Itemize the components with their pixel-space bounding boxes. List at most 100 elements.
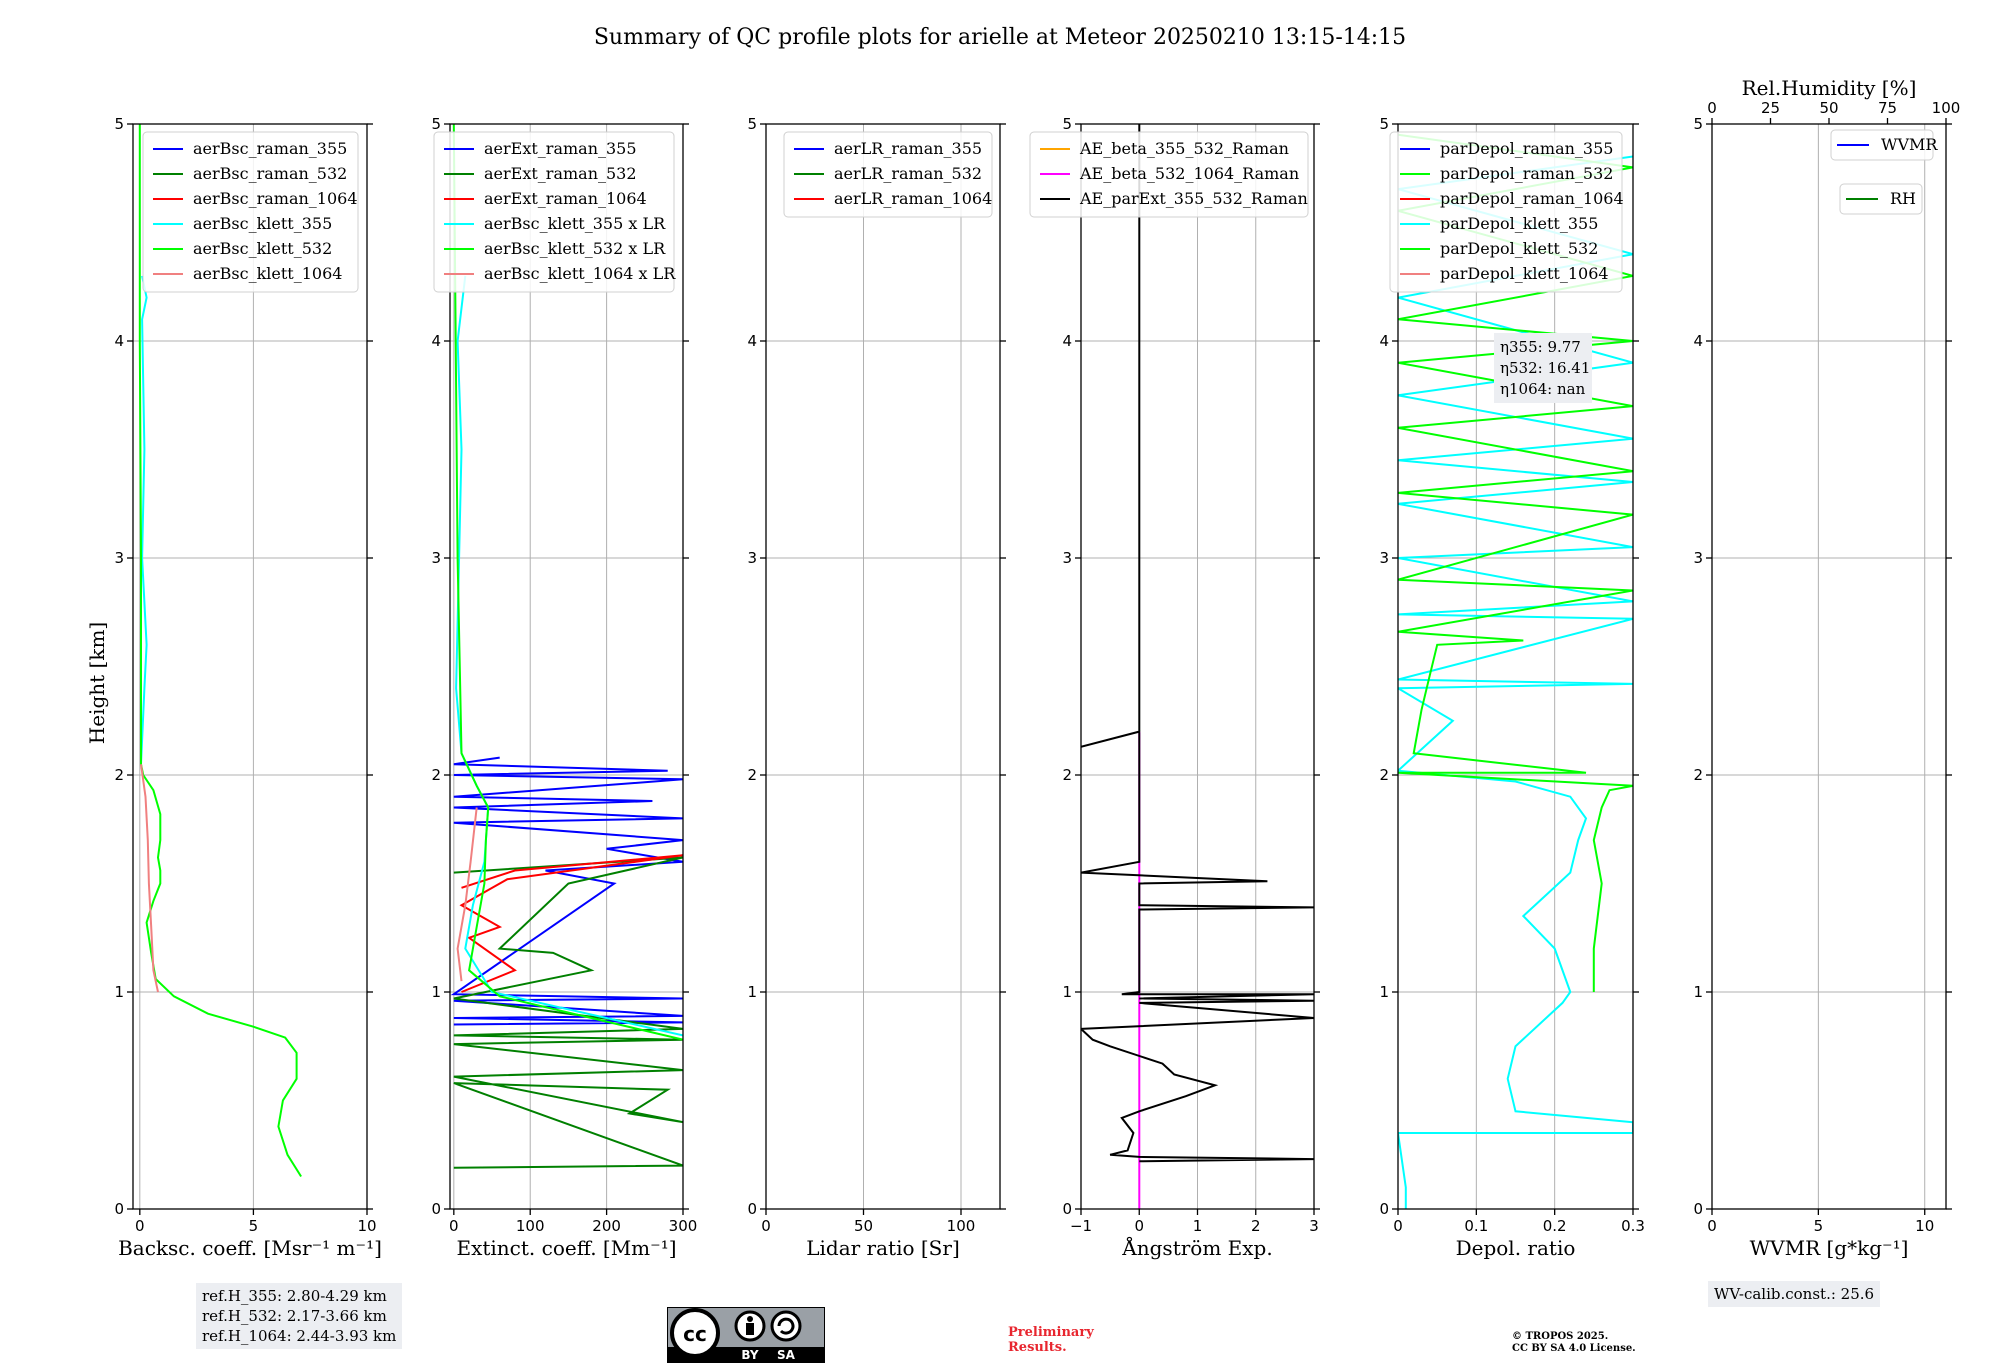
- plot-frame: [765, 123, 1001, 1210]
- wv-calibration-box: WV-calib.const.: 25.6: [1708, 1281, 1881, 1307]
- legend: parDepol_raman_355 parDepol_raman_532 parD…: [1389, 131, 1624, 293]
- x-axis-label: Backsc. coeff. [Msr⁻¹ m⁻¹]: [118, 1236, 382, 1260]
- x-axis-label: Ångström Exp.: [1121, 1235, 1272, 1260]
- y-tick-label: 2: [1693, 766, 1703, 784]
- y-tick-label: 4: [1062, 332, 1072, 350]
- series-line: [452, 124, 683, 1041]
- reference-height-box: ref.H_355: 2.80-4.29 km ref.H_532: 2.17-…: [196, 1283, 403, 1349]
- annotation-box: [1494, 333, 1592, 403]
- legend-label: parDepol_klett_1064: [1440, 264, 1609, 283]
- series-line: [459, 854, 683, 993]
- x-tick-label: 0: [761, 1217, 771, 1235]
- x-tick-label: 2: [1251, 1217, 1261, 1235]
- y-tick-label: 1: [1379, 983, 1389, 1001]
- y-tick-label: 3: [1693, 549, 1703, 567]
- top-x-tick-label: 0: [1707, 99, 1717, 117]
- legend-label: aerBsc_klett_1064: [193, 264, 342, 283]
- legend-label: WVMR: [1881, 135, 1938, 154]
- x-tick-label: 1: [1193, 1217, 1203, 1235]
- ref-height-532: ref.H_532: 2.17-3.66 km: [202, 1307, 387, 1325]
- y-tick-label: 2: [747, 766, 757, 784]
- top-axis-label: Rel.Humidity [%]: [1742, 76, 1917, 100]
- annotation-line: η355: 9.77: [1500, 338, 1581, 356]
- y-tick-label: 4: [747, 332, 757, 350]
- y-tick-label: 0: [1693, 1200, 1703, 1218]
- legend: aerExt_raman_355 aerExt_raman_532 aerExt_r…: [433, 131, 676, 293]
- x-tick-label: 0: [1393, 1217, 1403, 1235]
- x-axis-label: WVMR [g*kg⁻¹]: [1750, 1236, 1909, 1260]
- top-x-tick-label: 100: [1932, 99, 1961, 117]
- y-tick-label: 3: [431, 549, 441, 567]
- legend-label: aerBsc_raman_1064: [193, 189, 358, 208]
- x-tick-label: −1: [1070, 1217, 1092, 1235]
- y-tick-label: 2: [1379, 766, 1389, 784]
- legend-label: AE_parExt_355_532_Raman: [1079, 189, 1308, 208]
- legend-label: aerBsc_raman_532: [193, 164, 347, 183]
- preliminary-note: Preliminary Results.: [1008, 1325, 1094, 1355]
- legend-box: [1830, 129, 1934, 161]
- legend-box: [1389, 131, 1623, 293]
- legend-label: parDepol_klett_532: [1440, 239, 1598, 258]
- x-tick-label: 0.3: [1621, 1217, 1645, 1235]
- y-tick-label: 1: [114, 983, 124, 1001]
- legend-label: aerBsc_klett_355 x LR: [484, 214, 666, 233]
- eta-annotation: η355: 9.77 η532: 16.41 η1064: nan: [1494, 333, 1592, 403]
- y-tick-label: 3: [114, 549, 124, 567]
- legend: RH: [1839, 183, 1923, 215]
- y-axis-label: Height [km]: [85, 622, 109, 744]
- y-tick-label: 4: [1693, 332, 1703, 350]
- x-tick-label: 0: [449, 1217, 459, 1235]
- series-line: [140, 764, 159, 993]
- series-line: [140, 275, 148, 765]
- x-tick-label: 0: [1707, 1217, 1717, 1235]
- cc-sa-label: SA: [777, 1348, 796, 1362]
- legend-label: aerExt_raman_355: [484, 139, 637, 158]
- legend-label: AE_beta_355_532_Raman: [1079, 139, 1289, 158]
- legend-label: aerExt_raman_1064: [484, 189, 647, 208]
- legend-label: aerBsc_klett_532: [193, 239, 332, 258]
- y-tick-label: 1: [431, 983, 441, 1001]
- legend-box: [783, 131, 993, 218]
- legend: aerLR_raman_355 aerLR_raman_532 aerLR_rama…: [783, 131, 993, 218]
- wv-calibration-constant: WV-calib.const.: 25.6: [1714, 1285, 1875, 1303]
- x-axis-label: Depol. ratio: [1456, 1236, 1576, 1260]
- legend-label: parDepol_raman_355: [1440, 139, 1613, 158]
- legend-label: aerLR_raman_1064: [834, 189, 992, 208]
- legend-box: [142, 131, 359, 293]
- sa-share-icon: [770, 1310, 802, 1342]
- y-tick-label: 1: [1693, 983, 1703, 1001]
- y-tick-label: 2: [431, 766, 441, 784]
- legend-label: aerBsc_klett_355: [193, 214, 332, 233]
- top-x-tick-label: 25: [1761, 99, 1780, 117]
- legend: aerBsc_raman_355 aerBsc_raman_532 aerBsc_r…: [142, 131, 359, 293]
- y-tick-label: 0: [114, 1200, 124, 1218]
- x-tick-label: 0: [135, 1217, 145, 1235]
- annotation-line: η532: 16.41: [1500, 359, 1590, 377]
- legend-label: aerBsc_klett_1064 x LR: [484, 264, 676, 283]
- x-tick-label: 100: [516, 1217, 545, 1235]
- x-tick-label: 300: [669, 1217, 698, 1235]
- legend-label: AE_beta_532_1064_Raman: [1079, 164, 1299, 183]
- y-tick-label: 0: [1379, 1200, 1389, 1218]
- y-tick-label: 4: [114, 332, 124, 350]
- ref-height-1064: ref.H_1064: 2.44-3.93 km: [202, 1327, 397, 1345]
- legend-label: aerExt_raman_532: [484, 164, 637, 183]
- series-line: [1398, 155, 1633, 1209]
- x-tick-label: 3: [1309, 1217, 1319, 1235]
- annotation-line: η1064: nan: [1500, 380, 1586, 398]
- plot-frame: [132, 123, 368, 1210]
- legend-box: [1029, 131, 1309, 218]
- legend-label: aerLR_raman_532: [834, 164, 982, 183]
- y-tick-label: 5: [747, 115, 757, 133]
- y-tick-label: 2: [114, 766, 124, 784]
- y-tick-label: 0: [747, 1200, 757, 1218]
- y-tick-label: 3: [1379, 549, 1389, 567]
- y-tick-label: 4: [431, 332, 441, 350]
- preliminary-line-2: Results.: [1008, 1340, 1067, 1355]
- legend-label: aerLR_raman_355: [834, 139, 982, 158]
- x-tick-label: 50: [854, 1217, 873, 1235]
- x-tick-label: 0.2: [1543, 1217, 1567, 1235]
- x-tick-label: 10: [357, 1217, 376, 1235]
